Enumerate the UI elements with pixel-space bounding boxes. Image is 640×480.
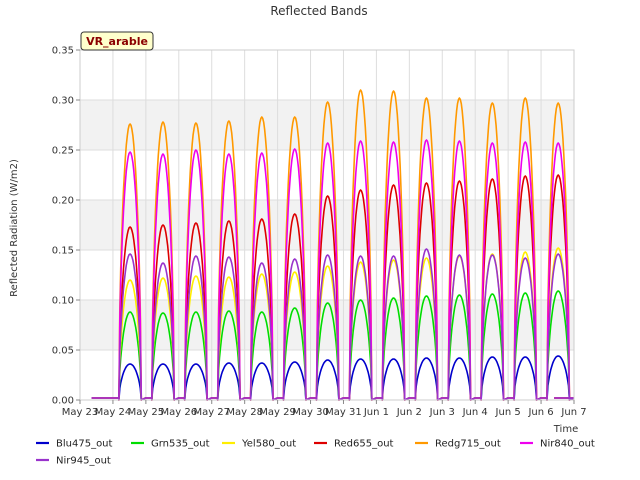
x-tick-label: May 27 — [193, 407, 230, 418]
y-tick-label: 0.05 — [52, 346, 74, 357]
plot-band — [80, 150, 574, 200]
y-tick-label: 0.00 — [52, 396, 74, 407]
y-axis-label: Reflected Radiation (W/m2) — [9, 159, 20, 297]
y-tick-label: 0.10 — [52, 296, 74, 307]
legend-label: Red655_out — [334, 439, 394, 450]
plot-band — [80, 350, 574, 400]
x-tick-label: May 23 — [62, 407, 99, 418]
x-tick-label: May 28 — [226, 407, 263, 418]
y-ticks: 0.00 0.05 0.10 0.15 0.20 0.25 0.30 0.35 — [52, 46, 80, 407]
y-tick-label: 0.35 — [52, 46, 74, 57]
legend-label: Grn535_out — [151, 439, 210, 450]
badge-text: VR_arable — [86, 35, 148, 48]
plot-band — [80, 100, 574, 150]
plot-band — [80, 250, 574, 300]
plot-frame — [79, 49, 575, 401]
x-tick-label: Jun 1 — [363, 407, 389, 418]
x-tick-label: Jun 4 — [462, 407, 488, 418]
x-tick-label: May 26 — [161, 407, 198, 418]
y-tick-label: 0.15 — [52, 246, 74, 257]
x-tick-label: Jun 6 — [527, 407, 553, 418]
x-tick-label: May 24 — [95, 407, 132, 418]
x-tick-label: Jun 3 — [429, 407, 455, 418]
plot-band — [80, 50, 574, 100]
legend-label: Nir840_out — [540, 439, 595, 450]
y-tick-label: 0.30 — [52, 96, 74, 107]
legend-label: Redg715_out — [435, 439, 501, 450]
legend: Blu475_out Grn535_out Yel580_out Red655_out… — [36, 439, 595, 467]
legend-label: Nir945_out — [56, 456, 111, 467]
plot-background — [80, 50, 574, 400]
x-axis-label: Time — [553, 424, 578, 435]
series-layer — [91, 89, 575, 401]
x-tick-label: Jun 5 — [495, 407, 521, 418]
x-tick-label: May 25 — [128, 407, 165, 418]
x-tick-label: Jun 7 — [560, 407, 586, 418]
y-tick-label: 0.20 — [52, 196, 74, 207]
x-tick-label: May 30 — [292, 407, 329, 418]
badge-box — [80, 31, 154, 51]
plot-band — [80, 300, 574, 350]
chart-title: Reflected Bands — [270, 4, 367, 18]
x-tick-label: May 31 — [325, 407, 362, 418]
x-tick-label: Jun 2 — [396, 407, 422, 418]
x-tick-label: May 29 — [259, 407, 296, 418]
series-line-nir945-out — [91, 248, 575, 401]
legend-label: Blu475_out — [56, 439, 113, 450]
legend-label: Yel580_out — [241, 439, 296, 450]
dataset-badge: VR_arable — [80, 31, 154, 51]
y-tick-label: 0.25 — [52, 146, 74, 157]
